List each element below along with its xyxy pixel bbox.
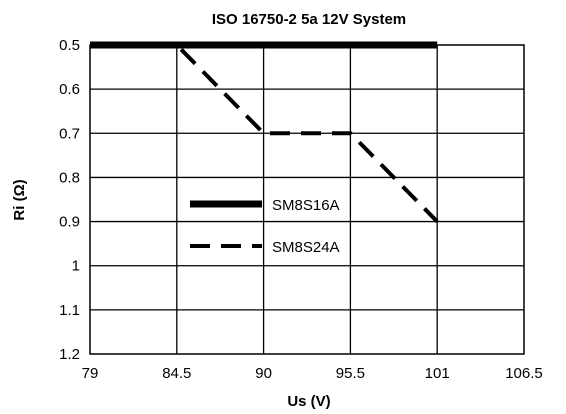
y-tick-label: 0.9 (59, 214, 80, 231)
y-tick-label: 0.7 (59, 125, 80, 142)
series-layer (90, 41, 439, 223)
y-tick-label: 1.2 (59, 346, 80, 363)
y-axis-label: Ri (Ω) (11, 179, 28, 220)
chart-title: ISO 16750-2 5a 12V System (212, 11, 406, 28)
y-axis-ticks: 0.5 0.6 0.7 0.8 0.9 1 1.1 1.2 (59, 37, 80, 363)
x-tick-label: 84.5 (162, 365, 191, 382)
y-tick-label: 1 (72, 258, 80, 275)
y-tick-label: 1.1 (59, 302, 80, 319)
x-tick-label: 101 (425, 365, 450, 382)
x-tick-label: 79 (82, 365, 99, 382)
x-axis-ticks: 79 84.5 90 95.5 101 106.5 (82, 365, 543, 382)
x-tick-label: 95.5 (336, 365, 365, 382)
legend-label: SM8S16A (272, 197, 340, 214)
y-tick-label: 0.6 (59, 81, 80, 98)
legend-label: SM8S24A (272, 239, 340, 256)
y-tick-label: 0.8 (59, 169, 80, 186)
x-tick-label: 90 (255, 365, 272, 382)
x-tick-label: 106.5 (505, 365, 543, 382)
legend: SM8S16A SM8S24A (190, 197, 340, 256)
y-tick-label: 0.5 (59, 37, 80, 54)
x-axis-label: Us (V) (287, 393, 330, 410)
